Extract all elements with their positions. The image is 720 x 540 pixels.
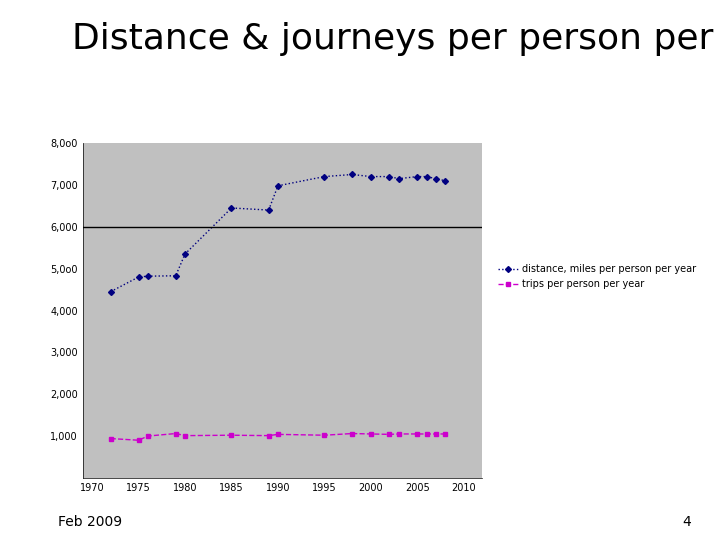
Legend: distance, miles per person per year, trips per person per year: distance, miles per person per year, tri… <box>498 264 696 289</box>
Text: Distance & journeys per person per year: Distance & journeys per person per year <box>72 22 720 56</box>
Text: 4: 4 <box>683 515 691 529</box>
Text: Feb 2009: Feb 2009 <box>58 515 122 529</box>
